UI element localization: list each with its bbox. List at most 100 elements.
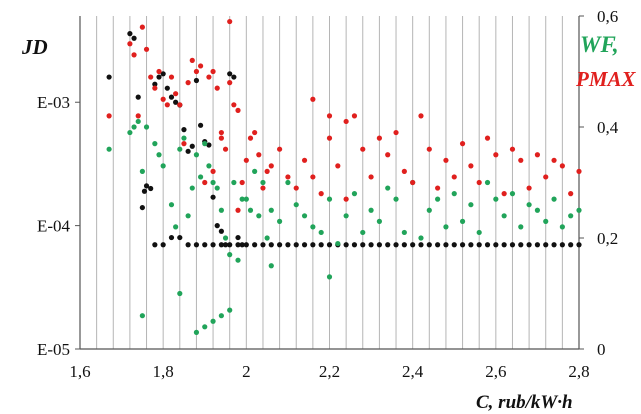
y-axis-label-right-1: WF, [580,32,619,57]
data-point-green [173,224,179,230]
plot-frame [75,15,584,350]
data-point-red [443,157,449,163]
data-point-black [206,142,212,148]
y-tick-label-right: 0,6 [597,7,618,26]
data-point-red [222,146,229,152]
data-point-black [443,242,449,248]
data-point-red [127,41,133,47]
data-point-red [418,113,424,119]
data-point-red [160,96,166,102]
data-point-red [310,174,316,180]
data-point-red [568,191,574,197]
data-point-red [210,68,216,75]
data-point-black [243,242,249,248]
data-point-red [235,207,241,213]
data-point-black [185,242,191,248]
data-point-red [135,113,141,119]
data-point-green [326,274,333,280]
data-point-black [285,242,291,248]
data-point-red [277,146,283,152]
data-point-red [260,185,266,191]
data-point-green [177,146,183,152]
data-point-red [189,57,195,64]
data-point-black [468,242,474,248]
data-point-green [534,207,541,213]
data-point-green [210,318,216,324]
data-point-black [326,242,333,248]
x-tick-label: 1,8 [153,362,174,381]
data-point-green [139,313,145,319]
data-point-green [343,213,349,219]
data-point-black [451,242,457,248]
data-point-red [210,168,216,174]
data-point-green [143,124,150,130]
data-point-black [426,242,432,248]
data-point-red [576,168,582,174]
data-point-black [173,99,179,105]
data-point-green [518,224,524,230]
data-point-red [435,185,441,191]
data-point-red [385,152,391,158]
data-point-black [393,242,399,248]
data-point-green [493,196,499,202]
data-point-black [551,242,557,248]
data-point-red [206,74,212,80]
data-point-green [426,207,432,213]
data-point-red [156,68,162,75]
data-point-red [197,63,204,69]
data-point-black [293,242,299,248]
data-point-black [239,242,245,248]
data-point-green [210,179,216,186]
data-point-green [222,235,229,241]
data-point-black [568,242,574,248]
data-point-black [476,242,482,248]
y-tick-label-right: 0 [597,340,606,359]
data-point-green [326,196,333,202]
data-point-green [310,224,316,230]
x-tick-label: 2,6 [485,362,506,381]
data-point-red [484,135,491,141]
data-point-green [293,202,299,208]
data-point-red [131,52,137,58]
data-point-black [218,228,224,234]
data-point-green [385,185,391,191]
data-point-green [435,196,441,202]
data-point-green [181,135,187,141]
y-tick-label-left: E-04 [37,217,71,236]
data-point-black [231,74,237,80]
data-point-black [277,242,283,248]
data-point-black [227,242,233,248]
data-point-black [177,234,183,241]
data-point-green [206,163,212,169]
data-point-red [293,185,299,191]
x-tick-label: 2 [242,362,251,381]
tick-labels: 1,6 1,8 2 2,2 2,4 2,6 2,8 E-05 E-04 E-03 0 0,2 0,4 0,… [37,7,619,381]
data-point-red [193,68,200,75]
data-point-green [443,224,449,230]
data-point-green [468,202,474,208]
data-point-green [197,174,204,180]
data-point-red [518,157,524,163]
data-point-red [459,141,466,147]
data-point-green [127,129,133,136]
data-point-red [410,179,416,186]
data-point-green [156,152,162,158]
data-point-green [268,207,274,213]
data-point-red [218,129,224,136]
data-point-green [318,229,324,236]
y-axis-label-left: JD [21,35,48,59]
data-point-red [264,168,270,174]
data-point-green [256,213,262,219]
data-point-black [268,242,274,248]
data-point-black [168,234,175,241]
data-point-green [264,235,270,241]
data-point-red [168,74,175,80]
data-point-red [177,102,183,108]
data-point-green [476,229,482,236]
data-point-green [451,191,457,197]
data-point-red [181,141,187,147]
data-point-red [227,80,233,86]
data-point-black [210,194,216,200]
data-point-black [160,71,166,77]
